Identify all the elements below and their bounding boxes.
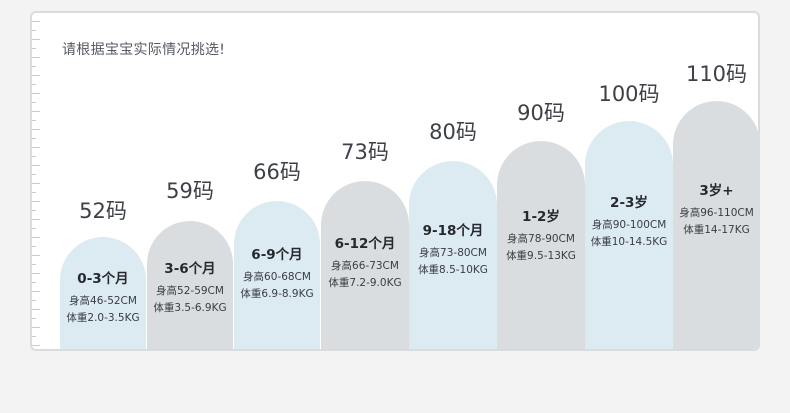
age-range: 6-9个月 [251,247,303,263]
ruler-tick [32,318,36,319]
size-label-110: 110码 [685,62,748,86]
ruler-tick [32,183,40,184]
ruler-tick [32,345,40,346]
ruler-tick [32,156,36,157]
age-range: 2-3岁 [610,195,648,211]
ruler-tick [32,327,40,328]
size-chart-card: 请根据宝宝实际情况挑选! 52码 59码 66码 73码 80码 90码 100… [30,11,760,351]
ruler-tick [32,138,36,139]
weight-range: 体重9.5-13KG [506,250,576,262]
size-label-90: 90码 [517,101,565,125]
height-range: 身高46-52CM [69,295,137,307]
ruler-tick [32,66,36,67]
size-label-52: 52码 [79,199,127,223]
ruler-tick [32,336,36,337]
ruler-tick [32,129,40,130]
ruler-tick [32,57,40,58]
ruler-tick [32,120,36,121]
weight-range: 体重2.0-3.5KG [66,312,140,324]
age-range: 0-3个月 [77,271,129,287]
ruler-tick [32,255,40,256]
size-column-80: 9-18个月 身高73-80CM 体重8.5-10KG [409,161,497,349]
ruler-tick [32,111,40,112]
page-heading: 请根据宝宝实际情况挑选! [62,42,226,58]
height-range: 身高66-73CM [331,260,399,272]
ruler-tick [32,39,40,40]
age-range: 3岁+ [699,183,734,199]
size-column-59: 3-6个月 身高52-59CM 体重3.5-6.9KG [147,221,233,349]
ruler-tick [32,192,36,193]
ruler-tick [32,219,40,220]
size-column-90: 1-2岁 身高78-90CM 体重9.5-13KG [497,141,585,349]
weight-range: 体重14-17KG [683,224,750,236]
ruler-tick [32,174,36,175]
age-range: 6-12个月 [334,236,396,252]
ruler-tick [32,201,40,202]
ruler-tick [32,210,36,211]
ruler-tick [32,282,36,283]
size-label-66: 66码 [253,160,301,184]
left-ruler [32,13,52,349]
ruler-tick [32,165,40,166]
weight-range: 体重8.5-10KG [418,264,488,276]
weight-range: 体重7.2-9.0KG [328,277,402,289]
ruler-tick [32,264,36,265]
ruler-tick [32,48,36,49]
ruler-tick [32,21,40,22]
weight-range: 体重3.5-6.9KG [153,302,227,314]
size-column-73: 6-12个月 身高66-73CM 体重7.2-9.0KG [321,181,409,349]
height-range: 身高73-80CM [419,247,487,259]
ruler-tick [32,246,36,247]
ruler-tick [32,309,40,310]
size-column-110: 3岁+ 身高96-110CM 体重14-17KG [673,101,758,349]
ruler-tick [32,30,36,31]
ruler-tick [32,147,40,148]
ruler-tick [32,237,40,238]
size-column-52: 0-3个月 身高46-52CM 体重2.0-3.5KG [60,237,146,349]
size-label-100: 100码 [598,82,660,106]
age-range: 9-18个月 [422,223,484,239]
height-range: 身高78-90CM [507,233,575,245]
weight-range: 体重6.9-8.9KG [240,288,314,300]
ruler-tick [32,93,40,94]
weight-range: 体重10-14.5KG [590,236,668,248]
height-range: 身高90-100CM [591,219,667,231]
ruler-tick [32,273,40,274]
age-range: 3-6个月 [164,261,216,277]
height-range: 身高52-59CM [156,285,224,297]
ruler-tick [32,102,36,103]
size-label-80: 80码 [429,120,477,144]
ruler-tick [32,291,40,292]
height-range: 身高60-68CM [243,271,311,283]
height-range: 身高96-110CM [679,207,754,219]
ruler-tick [32,75,40,76]
size-column-66: 6-9个月 身高60-68CM 体重6.9-8.9KG [234,201,320,349]
age-range: 1-2岁 [522,209,560,225]
size-label-59: 59码 [166,179,214,203]
size-column-100: 2-3岁 身高90-100CM 体重10-14.5KG [585,121,673,349]
size-label-73: 73码 [341,140,389,164]
ruler-tick [32,300,36,301]
ruler-tick [32,228,36,229]
ruler-tick [32,84,36,85]
